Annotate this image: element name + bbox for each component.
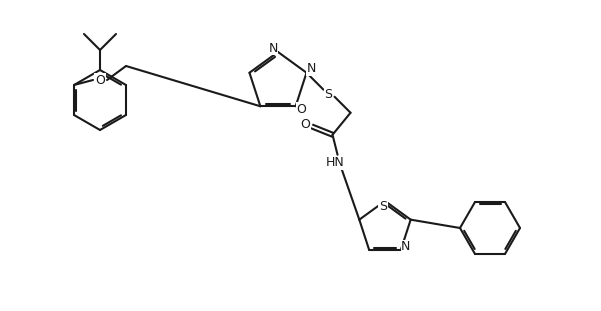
Text: N: N [307, 62, 316, 75]
Text: O: O [297, 103, 307, 116]
Text: HN: HN [326, 156, 345, 169]
Text: N: N [268, 41, 278, 54]
Text: N: N [401, 240, 410, 253]
Text: S: S [325, 88, 332, 101]
Text: O: O [95, 73, 105, 86]
Text: O: O [300, 118, 311, 131]
Text: S: S [379, 201, 387, 213]
